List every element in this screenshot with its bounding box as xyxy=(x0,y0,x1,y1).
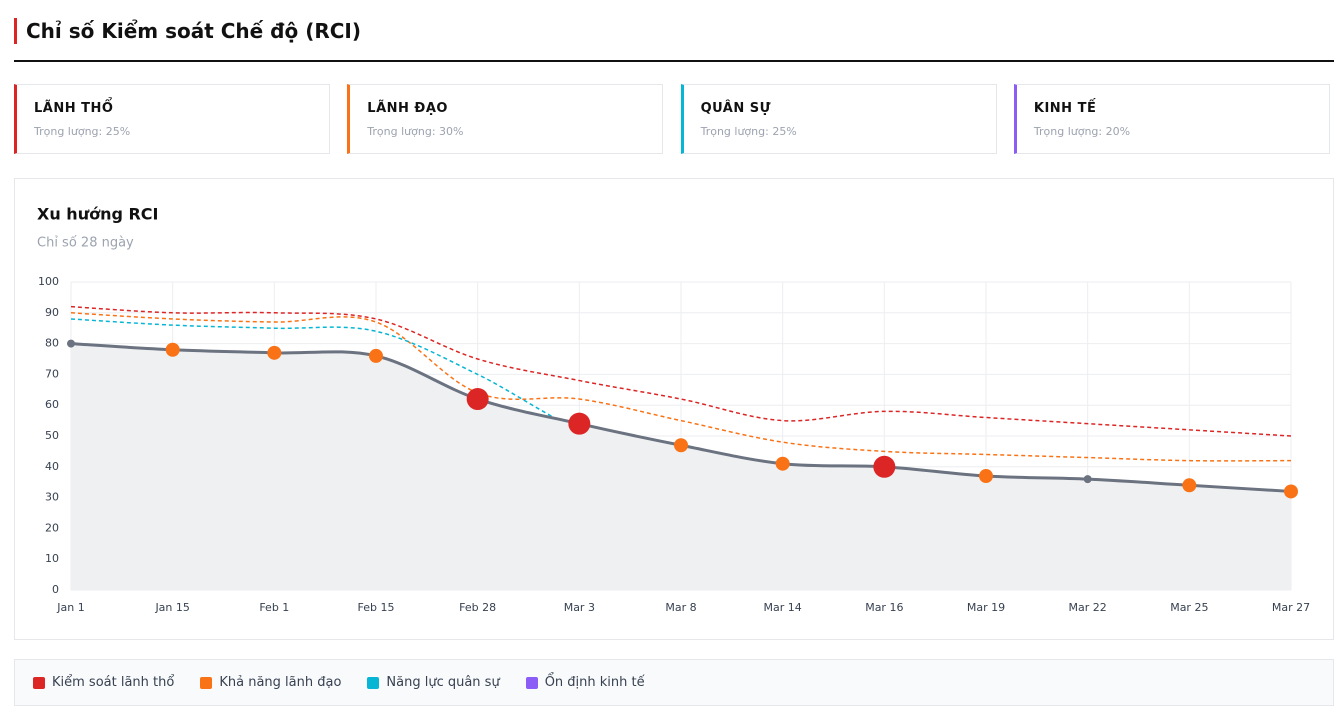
x-tick-label: Jan 15 xyxy=(154,601,189,614)
metric-card: KINH TẾ Trọng lượng: 20% xyxy=(1013,84,1330,154)
point xyxy=(1182,478,1197,493)
legend-swatch xyxy=(525,676,538,689)
x-tick-label: Mar 25 xyxy=(1170,601,1208,614)
metric-card: LÃNH THỔ Trọng lượng: 25% xyxy=(14,84,330,154)
x-tick-label: Mar 16 xyxy=(865,601,903,614)
card-title: LÃNH ĐẠO xyxy=(367,101,448,116)
y-tick-label: 40 xyxy=(45,460,59,473)
y-tick-label: 10 xyxy=(45,552,59,565)
x-tick-label: Mar 14 xyxy=(764,601,802,614)
point xyxy=(1083,475,1092,484)
x-tick-label: Mar 27 xyxy=(1272,601,1310,614)
point xyxy=(873,455,896,478)
x-tick-label: Feb 1 xyxy=(259,601,289,614)
x-tick-label: Feb 15 xyxy=(358,601,395,614)
legend-item[interactable]: Ổn định kinh tế xyxy=(525,675,645,690)
y-tick-label: 100 xyxy=(38,275,59,288)
point xyxy=(1284,484,1298,499)
card-subtitle: Trọng lượng: 20% xyxy=(1033,125,1131,138)
card-title: LÃNH THỔ xyxy=(34,101,114,116)
x-tick-label: Jan 1 xyxy=(56,601,84,614)
x-tick-label: Mar 19 xyxy=(967,601,1005,614)
point xyxy=(369,348,383,363)
y-tick-label: 80 xyxy=(45,337,59,350)
y-tick-label: 60 xyxy=(45,398,59,411)
point xyxy=(267,345,282,360)
legend-swatch xyxy=(33,676,45,689)
point xyxy=(165,342,180,357)
legend-label: Kiểm soát lãnh thổ xyxy=(52,675,175,690)
x-tick-label: Feb 28 xyxy=(459,601,496,614)
legend-item[interactable]: Năng lực quân sự xyxy=(367,675,500,690)
metric-card: LÃNH ĐẠO Trọng lượng: 30% xyxy=(347,84,664,154)
point xyxy=(568,412,591,435)
line xyxy=(70,305,1292,437)
y-tick-label: 50 xyxy=(45,429,59,442)
legend-swatch xyxy=(367,676,380,689)
card-subtitle: Trọng lượng: 25% xyxy=(700,125,797,138)
card-title: KINH TẾ xyxy=(1033,101,1097,116)
legend-label: Năng lực quân sự xyxy=(386,675,500,690)
card-subtitle: Trọng lượng: 30% xyxy=(367,125,464,138)
legend-label: Ổn định kinh tế xyxy=(544,675,645,690)
chart-title: Xu hướng RCI xyxy=(37,205,159,224)
page-title: Chỉ số Kiểm soát Chế độ (RCI) xyxy=(14,18,361,44)
line xyxy=(70,312,1292,462)
x-tick-label: Mar 3 xyxy=(564,601,595,614)
legend-item[interactable]: Kiểm soát lãnh thổ xyxy=(33,675,174,690)
card-title: QUÂN SỰ xyxy=(700,101,771,116)
point xyxy=(67,339,75,348)
legend-label: Khả năng lãnh đạo xyxy=(219,675,342,690)
chart-subtitle: Chỉ số 28 ngày xyxy=(37,236,134,251)
point xyxy=(674,438,688,453)
legend-swatch xyxy=(200,676,213,689)
legend: Kiểm soát lãnh thổ Khả năng lãnh đạo Năng … xyxy=(14,659,1334,706)
chart-panel: Xu hướng RCI Chỉ số 28 ngày 0 10 20 30 40 50 6… xyxy=(14,178,1334,640)
chart: Xu hướng RCI Chỉ số 28 ngày 0 10 20 30 40 50 6… xyxy=(37,205,1310,615)
card-subtitle: Trọng lượng: 25% xyxy=(34,125,131,138)
point xyxy=(466,388,489,411)
metric-card: QUÂN SỰ Trọng lượng: 25% xyxy=(680,84,997,154)
y-tick-label: 20 xyxy=(45,521,59,534)
point xyxy=(775,456,790,471)
area xyxy=(71,343,1291,590)
legend-item[interactable]: Khả năng lãnh đạo xyxy=(200,675,341,690)
x-tick-label: Mar 8 xyxy=(665,601,696,614)
y-tick-label: 90 xyxy=(45,306,59,319)
y-tick-label: 30 xyxy=(45,491,59,504)
y-tick-label: 0 xyxy=(52,583,59,596)
point xyxy=(979,469,993,484)
x-tick-label: Mar 22 xyxy=(1069,601,1107,614)
y-tick-label: 70 xyxy=(45,367,59,380)
title-rule xyxy=(14,60,1334,62)
